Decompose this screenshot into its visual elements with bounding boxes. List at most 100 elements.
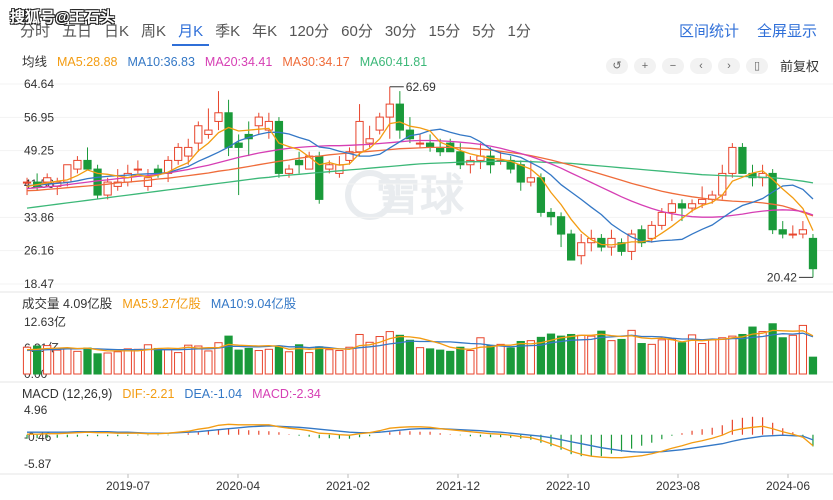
candle-body <box>194 125 203 144</box>
ma20-value: MA20:34.41 <box>204 55 273 69</box>
dea-line <box>27 425 814 453</box>
ma60-line <box>26 160 814 209</box>
ma5-value: MA5:28.88 <box>57 55 118 69</box>
macd-y-tick: -5.87 <box>24 457 52 471</box>
tab-11[interactable]: 5分 <box>472 23 496 40</box>
volume-bar <box>657 339 666 375</box>
volume-bar <box>22 346 32 375</box>
zoom-in-icon[interactable]: + <box>633 57 656 74</box>
candle-body <box>325 164 334 170</box>
zoom-out-icon[interactable]: − <box>661 57 684 74</box>
candle-body <box>254 116 263 127</box>
candle-body <box>788 233 797 236</box>
candle-body <box>63 164 72 183</box>
volume-bar <box>496 343 505 375</box>
volume-bar <box>758 331 767 375</box>
candle-body <box>103 181 112 196</box>
volume-y-tick: 6.31亿 <box>24 340 59 355</box>
volume-bar <box>516 340 525 375</box>
candle-body <box>113 181 122 187</box>
candle-body <box>798 229 808 235</box>
candle-body <box>305 155 314 170</box>
volume-bar <box>315 346 324 375</box>
tab-4[interactable]: 月K <box>172 20 210 46</box>
candle-body <box>224 112 233 148</box>
volume-y-tick: 12.63亿 <box>24 314 66 329</box>
volume-legend: 成交量 4.09亿股 MA5:9.27亿股 MA10:9.04亿股 <box>22 296 296 312</box>
candle-body <box>657 211 666 226</box>
volume-bar <box>446 350 455 375</box>
volume-bar <box>204 350 213 375</box>
candle-body <box>415 142 425 145</box>
candle-body <box>577 242 586 257</box>
candle-body <box>768 172 777 231</box>
candle-body <box>244 133 253 140</box>
price-y-tick: 41.56 <box>24 177 54 191</box>
volume-bar <box>214 342 223 375</box>
volume-legend-title: 成交量 4.09亿股 <box>22 297 113 311</box>
scroll-left-icon[interactable]: ‹ <box>689 57 712 74</box>
volume-bar <box>123 348 132 375</box>
candle-body <box>436 146 445 153</box>
volume-bar <box>163 349 173 375</box>
adjust-mode-button[interactable]: 前复权 <box>779 59 819 74</box>
candle-body <box>274 120 284 174</box>
tab-12[interactable]: 1分 <box>507 23 531 40</box>
tab-3[interactable]: 周K <box>141 23 167 40</box>
volume-bar <box>395 334 404 375</box>
volume-bar <box>778 337 787 375</box>
candle-body <box>294 159 304 166</box>
tab-7[interactable]: 120分 <box>289 23 330 40</box>
volume-ma10-line <box>26 332 814 352</box>
volume-bar <box>254 350 263 375</box>
volume-bar <box>194 345 203 375</box>
interval-stats-button[interactable]: 区间统计 <box>678 23 739 40</box>
volume-bar <box>415 347 425 375</box>
volume-bar <box>264 348 273 375</box>
volume-bar <box>607 340 616 375</box>
candle-body <box>73 159 82 170</box>
tab-1[interactable]: 五日 <box>62 23 93 40</box>
candle-body <box>697 198 707 205</box>
tab-6[interactable]: 年K <box>252 23 278 40</box>
price-y-tick: 64.64 <box>24 77 54 91</box>
volume-bar <box>335 350 344 375</box>
top-actions: 区间统计 全屏显示 <box>679 20 817 41</box>
candle-body <box>32 181 42 187</box>
dif-value: DIF:-2.21 <box>122 387 175 401</box>
tab-9[interactable]: 30分 <box>384 23 417 40</box>
tab-0[interactable]: 分时 <box>20 23 51 40</box>
candle-body <box>748 172 757 179</box>
tab-5[interactable]: 季K <box>215 23 241 40</box>
volume-bar <box>53 349 62 375</box>
volume-bar <box>677 342 687 375</box>
candle-body <box>264 120 273 131</box>
candle-body <box>345 151 354 161</box>
x-axis-label: 2023-08 <box>656 479 700 493</box>
tab-10[interactable]: 15分 <box>428 23 461 40</box>
fullscreen-button[interactable]: 全屏显示 <box>756 23 817 40</box>
volume-bar <box>365 341 374 375</box>
candle-body <box>456 151 465 166</box>
candle-body <box>405 129 415 140</box>
candle-body <box>53 181 62 187</box>
candle-body <box>587 237 596 244</box>
scroll-right-icon[interactable]: › <box>717 57 740 74</box>
tab-2[interactable]: 日K <box>104 23 130 40</box>
volume-bar <box>305 352 314 375</box>
volume-ma5-value: MA5:9.27亿股 <box>122 297 201 311</box>
candle-body <box>637 229 646 244</box>
candle-body <box>597 237 606 248</box>
volume-bar <box>355 333 364 375</box>
xueqiu-watermark: 雪球 <box>376 171 465 220</box>
candle-body <box>647 224 656 239</box>
volume-bar <box>325 349 334 375</box>
candle-body <box>627 233 636 252</box>
x-axis-label: 2021-12 <box>436 479 480 493</box>
volume-bar <box>234 349 243 375</box>
lock-icon[interactable]: ▯ <box>745 57 768 74</box>
undo-icon[interactable]: ↺ <box>605 57 628 74</box>
candle-body <box>446 142 455 153</box>
tab-8[interactable]: 60分 <box>341 23 373 40</box>
